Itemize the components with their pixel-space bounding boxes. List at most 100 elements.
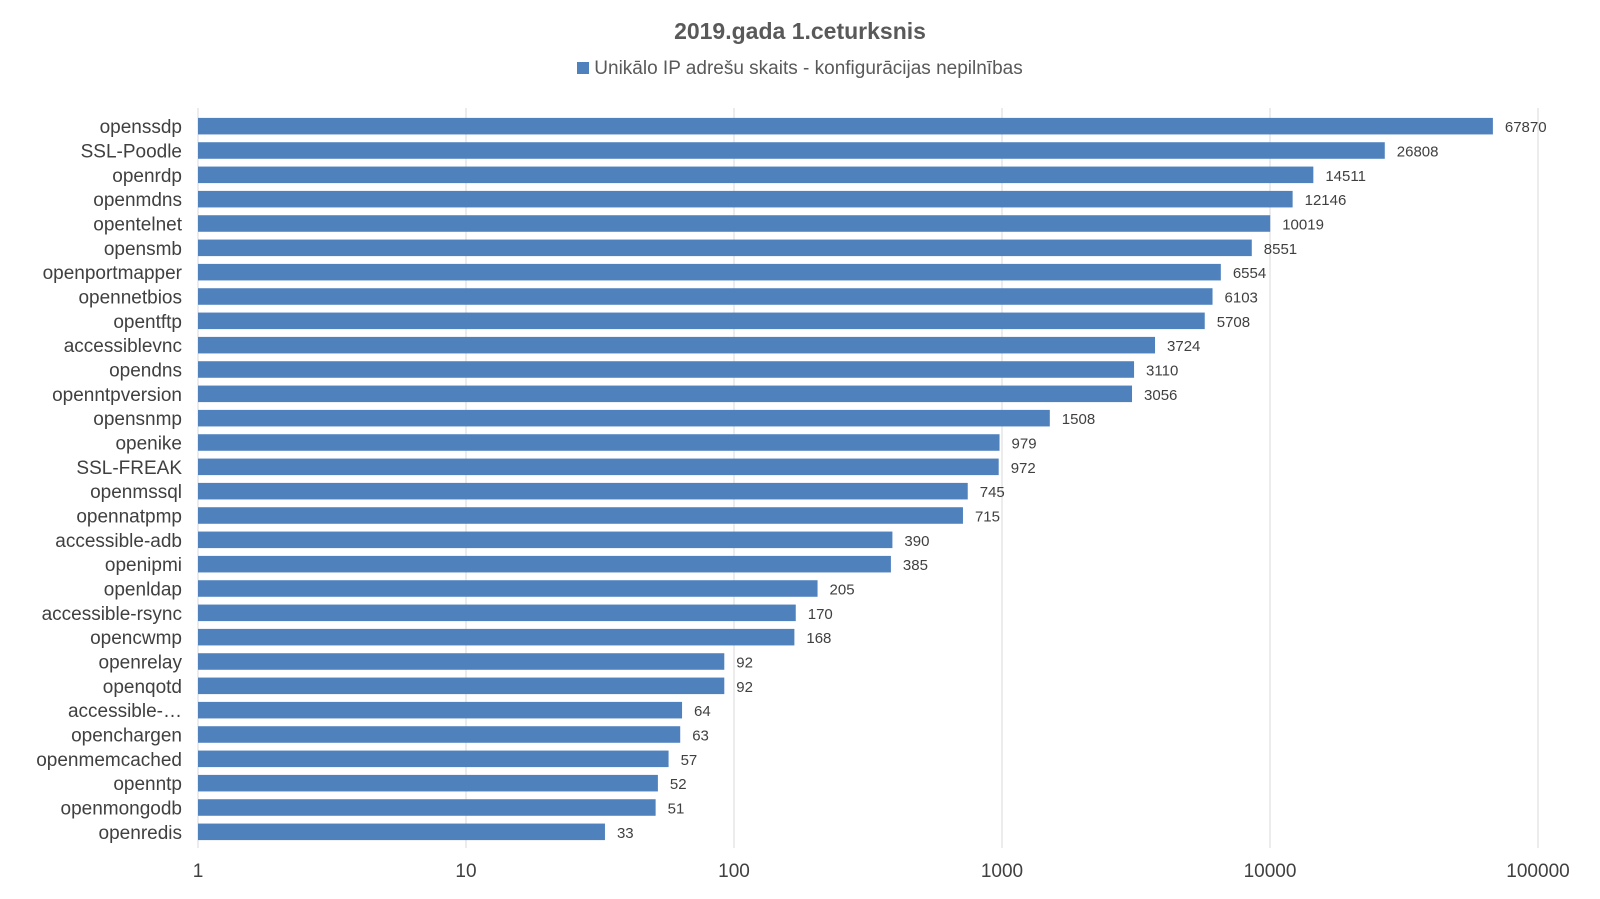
bar	[198, 628, 795, 646]
data-label: 385	[903, 557, 928, 574]
category-label: opentelnet	[93, 215, 182, 236]
category-label: openchargen	[71, 726, 182, 747]
data-label: 3110	[1146, 363, 1178, 380]
data-label: 715	[975, 509, 1000, 526]
data-label: 51	[668, 801, 685, 818]
category-label: opentftp	[113, 312, 182, 333]
category-label: openrdp	[112, 166, 182, 187]
category-label: openportmapper	[43, 263, 183, 284]
bar	[198, 799, 656, 816]
category-label: openssdp	[100, 117, 182, 138]
x-tick-label: 1000	[981, 861, 1023, 882]
category-label: openntp	[113, 774, 182, 795]
legend-swatch	[577, 62, 590, 74]
bar	[198, 823, 605, 841]
category-label: accessiblevnc	[64, 336, 182, 357]
data-label: 3056	[1144, 387, 1177, 404]
category-label: openredis	[99, 823, 182, 844]
category-label: accessible-…	[68, 701, 182, 722]
data-label: 10019	[1282, 217, 1324, 234]
data-label: 390	[904, 533, 929, 550]
bar	[198, 750, 669, 768]
category-label: openipmi	[105, 555, 182, 576]
legend-label: Unikālo IP adrešu skaits - konfigurācija…	[594, 58, 1023, 79]
bars	[198, 117, 1493, 841]
data-label: 205	[830, 582, 855, 599]
bar	[198, 385, 1133, 403]
data-label: 168	[806, 630, 831, 647]
bar	[198, 531, 893, 549]
data-label: 5708	[1217, 314, 1250, 331]
category-label: opendns	[109, 361, 182, 382]
data-label: 57	[681, 752, 698, 769]
data-label: 67870	[1505, 119, 1547, 136]
data-label: 12146	[1305, 192, 1347, 209]
data-label: 979	[1012, 436, 1037, 453]
bar	[198, 604, 796, 622]
category-label: opensmb	[104, 239, 182, 260]
category-label: openmemcached	[36, 750, 182, 771]
bar	[198, 482, 968, 500]
labels: 1 10 100 1000 10000 100000 openssdp 67870 SSL-Po…	[36, 117, 1569, 882]
category-label: openmdns	[93, 190, 182, 211]
bar	[198, 166, 1314, 184]
data-label: 63	[692, 728, 709, 745]
bar	[198, 239, 1252, 257]
x-tick-label: 10	[455, 861, 476, 882]
legend: Unikālo IP adrešu skaits - konfigurācija…	[0, 58, 1600, 80]
bar	[198, 507, 963, 524]
bar	[198, 288, 1213, 305]
x-tick-label: 100000	[1506, 861, 1569, 882]
data-label: 26808	[1397, 144, 1439, 161]
data-label: 3724	[1167, 338, 1200, 355]
bar	[198, 434, 1000, 451]
data-label: 92	[736, 679, 753, 696]
data-label: 6554	[1233, 265, 1266, 282]
bar	[198, 701, 683, 719]
bar	[198, 117, 1493, 135]
category-label: opensnmp	[93, 409, 182, 430]
x-tick-label: 10000	[1244, 861, 1297, 882]
category-label: opencwmp	[90, 628, 182, 649]
data-label: 14511	[1325, 168, 1366, 185]
data-label: 8551	[1264, 241, 1297, 258]
bar	[198, 774, 658, 792]
data-label: 972	[1011, 460, 1036, 477]
category-label: openntpversion	[52, 385, 182, 406]
category-label: openmssql	[90, 482, 182, 503]
bar	[198, 312, 1205, 330]
bar	[198, 409, 1050, 427]
category-label: openldap	[104, 580, 182, 601]
bar	[198, 336, 1156, 354]
category-label: opennatpmp	[76, 507, 182, 528]
x-tick-label: 1	[193, 861, 204, 882]
bar	[198, 190, 1293, 208]
bar	[198, 555, 891, 573]
data-label: 745	[980, 484, 1005, 501]
category-label: openrelay	[99, 653, 183, 674]
bar	[198, 215, 1271, 232]
x-tick-label: 100	[718, 861, 750, 882]
category-label: openqotd	[103, 677, 182, 698]
category-label: SSL-FREAK	[76, 458, 182, 479]
category-label: opennetbios	[78, 288, 182, 309]
bar	[198, 361, 1135, 378]
category-label: accessible-adb	[55, 531, 182, 552]
bar	[198, 726, 681, 743]
data-label: 170	[808, 606, 833, 623]
chart-title: 2019.gada 1.ceturksnis	[674, 18, 926, 44]
bar	[198, 677, 725, 695]
data-label: 52	[670, 776, 687, 793]
category-label: accessible-rsync	[42, 604, 182, 625]
data-label: 1508	[1062, 411, 1095, 428]
bar	[198, 653, 725, 670]
data-label: 64	[694, 703, 711, 720]
bar	[198, 458, 999, 476]
category-label: openmongodb	[61, 799, 183, 820]
category-label: openike	[115, 434, 182, 455]
bar	[198, 263, 1221, 281]
data-label: 92	[736, 655, 753, 672]
data-label: 33	[617, 825, 634, 842]
bar	[198, 580, 818, 597]
